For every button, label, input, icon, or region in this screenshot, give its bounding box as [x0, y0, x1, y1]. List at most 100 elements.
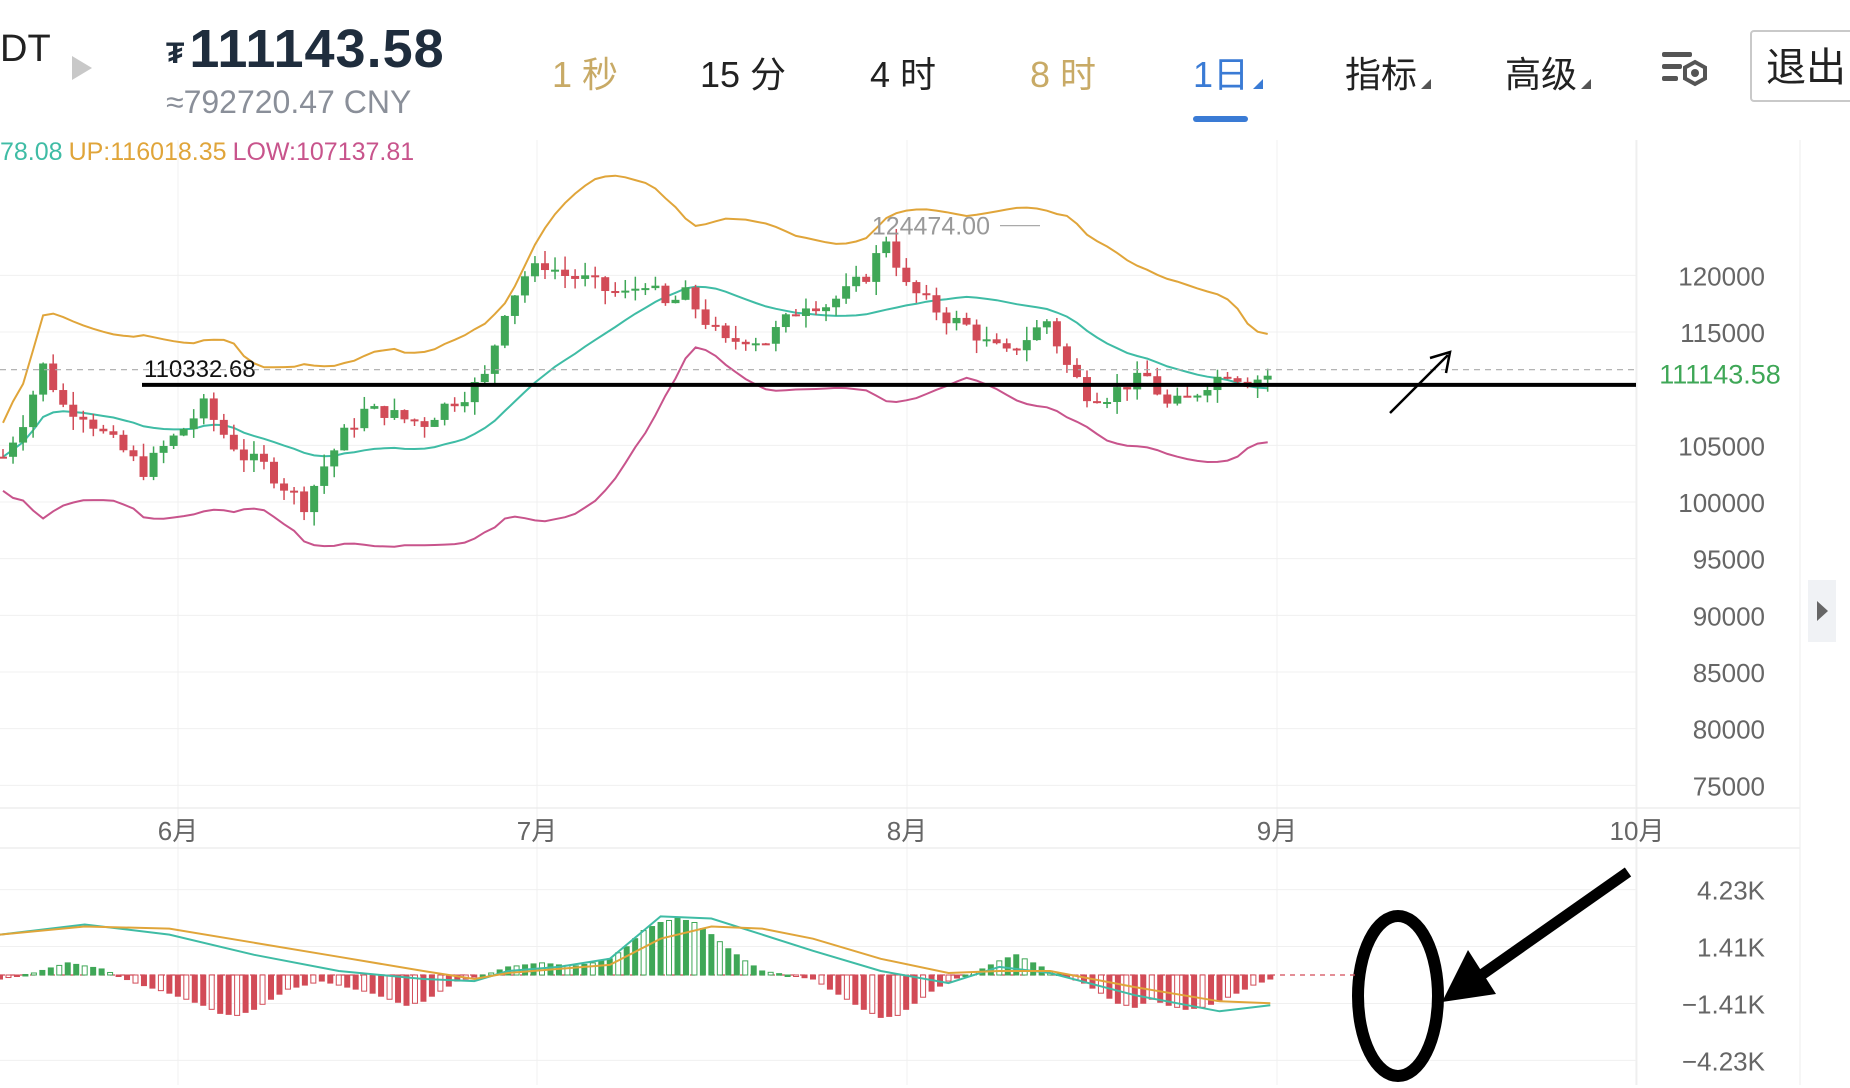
candle-body — [571, 275, 580, 279]
macd-tick-label: −1.41K — [1682, 989, 1766, 1019]
macd-histogram-bar — [157, 974, 164, 992]
symbol-fragment: DT — [0, 28, 51, 70]
macd-histogram-bar — [1174, 974, 1181, 1008]
macd-histogram-bar — [801, 974, 808, 979]
macd-histogram-bar — [64, 962, 71, 976]
period-high-label: 124474.00 — [872, 213, 990, 241]
macd-histogram-bar — [928, 974, 935, 992]
macd-histogram-bar — [378, 974, 385, 997]
macd-histogram-bar — [1013, 954, 1020, 976]
candle-body — [229, 434, 238, 450]
macd-histogram-bar — [318, 974, 325, 982]
candle-body — [280, 483, 289, 491]
macd-histogram-bar — [471, 974, 478, 978]
candle-body — [952, 317, 961, 324]
candle-body — [69, 404, 78, 417]
macd-histogram-bar — [276, 974, 283, 995]
macd-histogram-bar — [733, 954, 740, 976]
macd-tick-label: 4.23K — [1697, 876, 1766, 906]
arrow-annotation-icon — [1466, 867, 1632, 988]
candle-body — [350, 427, 359, 430]
macd-histogram-bar — [649, 926, 656, 976]
last-price-value: 111143.58 — [189, 19, 445, 79]
macd-histogram-bar — [835, 974, 842, 995]
macd-histogram-bar — [666, 919, 673, 976]
macd-histogram-bar — [1123, 974, 1130, 1006]
candle-body — [189, 418, 198, 430]
macd-histogram-bar — [1233, 974, 1240, 994]
macd-histogram-bar — [124, 974, 131, 981]
candle-body — [932, 295, 941, 313]
tab-8h[interactable]: 8 时 — [1030, 54, 1097, 95]
candle-body — [530, 263, 539, 277]
macd-histogram-bar — [301, 974, 308, 986]
macd-histogram-bar — [1182, 974, 1189, 1010]
macd-histogram-bar — [149, 974, 156, 989]
macd-histogram-bar — [251, 974, 258, 1010]
candle-body — [79, 416, 88, 420]
tab-1d[interactable]: 1日 — [1193, 46, 1264, 98]
candle-body — [490, 345, 499, 374]
candle-body — [781, 314, 790, 328]
caret-icon — [1253, 79, 1264, 89]
candle-body — [59, 390, 68, 405]
macd-histogram-bar — [361, 974, 368, 992]
macd-histogram-bar — [73, 963, 80, 976]
macd-histogram-bar — [174, 974, 181, 997]
macd-histogram-bar — [572, 965, 579, 976]
macd-histogram-bar — [208, 974, 215, 1010]
macd-histogram-bar — [39, 969, 46, 976]
tab-15m[interactable]: 15 分 — [700, 54, 787, 95]
candle-body — [1062, 346, 1071, 365]
candle-body — [631, 288, 640, 291]
candle-body — [701, 309, 710, 325]
macd-histogram-bar — [132, 974, 139, 984]
x-tick-label: 8月 — [887, 816, 927, 846]
macd-histogram-bar — [793, 974, 800, 977]
candle-body — [119, 434, 128, 451]
macd-histogram-bar — [615, 952, 622, 976]
macd-histogram-bar — [344, 974, 351, 988]
macd-histogram-bar — [759, 970, 766, 976]
macd-histogram-bar — [1250, 974, 1257, 986]
macd-histogram-bar — [860, 974, 867, 1010]
candle-body — [1133, 372, 1142, 390]
candle-body — [1233, 378, 1242, 382]
x-tick-label: 10月 — [1610, 816, 1665, 846]
legend-low: LOW:107137.81 — [232, 138, 415, 166]
candle-body — [89, 419, 98, 429]
macd-histogram-bar — [1216, 974, 1223, 1002]
macd-histogram-bar — [826, 974, 833, 990]
candle-body — [561, 269, 570, 276]
candle-body — [450, 403, 459, 407]
exit-button[interactable]: 退出 — [1750, 30, 1850, 102]
chart-settings-icon[interactable] — [1660, 48, 1710, 92]
candle-body — [1022, 340, 1031, 351]
tab-indicators[interactable]: 指标 — [1345, 46, 1432, 98]
candle-body — [330, 450, 339, 467]
macd-histogram-bar — [886, 974, 893, 1017]
candle-body — [922, 293, 931, 296]
candle-body — [812, 308, 820, 312]
y-tick-label: 75000 — [1693, 771, 1765, 801]
tab-4h[interactable]: 4 时 — [870, 54, 937, 95]
caret-icon — [1421, 79, 1432, 89]
macd-histogram-bar — [437, 974, 444, 992]
candle-body — [1072, 364, 1081, 378]
candle-body — [611, 291, 620, 294]
tab-1s[interactable]: 1 秒 — [552, 54, 619, 95]
macd-histogram-bar — [284, 974, 291, 990]
macd-histogram-bar — [1004, 957, 1011, 976]
macd-histogram-bar — [589, 962, 596, 976]
candle-body — [541, 263, 549, 271]
play-icon[interactable] — [72, 56, 92, 80]
macd-histogram-bar — [869, 974, 876, 1014]
macd-histogram-bar — [1097, 974, 1104, 994]
tab-advanced[interactable]: 高级 — [1505, 46, 1592, 98]
expand-panel-button[interactable] — [1808, 580, 1836, 642]
candle-body — [711, 324, 720, 327]
macd-histogram-bar — [395, 974, 402, 1003]
candle-body — [822, 307, 831, 312]
